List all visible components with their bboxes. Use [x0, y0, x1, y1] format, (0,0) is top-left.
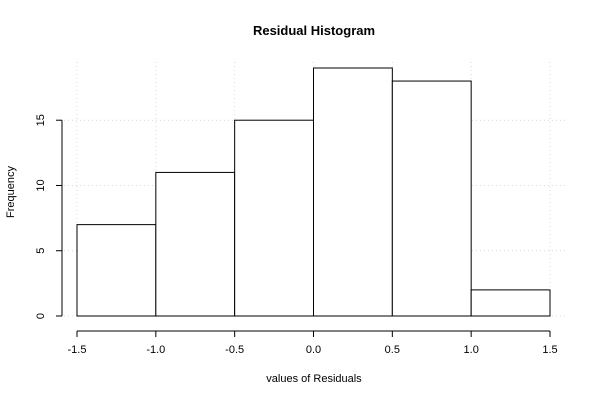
histogram-bar — [470, 289, 551, 317]
x-tick-label: -1.0 — [146, 344, 165, 356]
x-tick-label: 1.5 — [542, 344, 557, 356]
x-tick-label: 0.0 — [306, 344, 321, 356]
histogram-bar — [234, 119, 315, 317]
x-tick-label: 0.5 — [385, 344, 400, 356]
x-axis-label: values of Residuals — [266, 373, 362, 385]
x-tick-label: 1.0 — [464, 344, 479, 356]
y-tick-label: 10 — [35, 179, 47, 191]
y-tick-label: 15 — [35, 114, 47, 126]
x-tick-label: -1.5 — [68, 344, 87, 356]
chart-title: Residual Histogram — [253, 23, 375, 38]
histogram-bar — [155, 171, 236, 317]
y-tick-label: 5 — [35, 248, 47, 254]
y-axis-label: Frequency — [5, 166, 17, 218]
y-tick-label: 0 — [35, 313, 47, 319]
histogram-bars — [76, 67, 551, 317]
histogram-bar — [313, 67, 393, 317]
x-axis: -1.5 -1.0 -0.5 0.0 0.5 1.0 1.5 — [68, 330, 558, 356]
histogram-bar — [391, 80, 472, 317]
histogram-bar — [76, 224, 157, 317]
y-axis: 0 5 10 15 — [35, 114, 63, 319]
x-tick-label: -0.5 — [225, 344, 244, 356]
